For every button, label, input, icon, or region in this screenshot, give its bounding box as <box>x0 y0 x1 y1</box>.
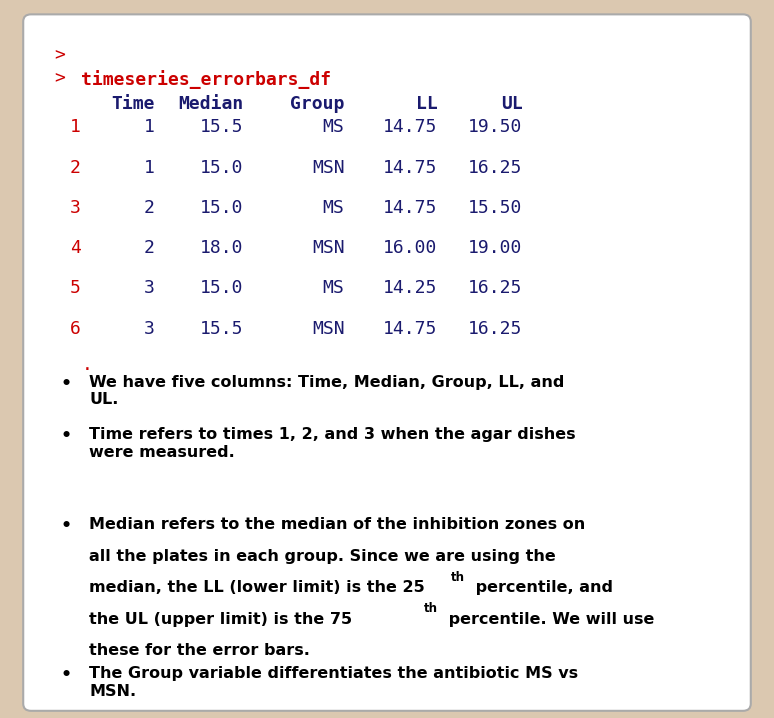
Text: 1: 1 <box>144 118 155 136</box>
Text: 15.0: 15.0 <box>200 199 244 217</box>
Text: 14.75: 14.75 <box>383 159 437 177</box>
Text: 1: 1 <box>144 159 155 177</box>
Text: 5: 5 <box>70 279 80 297</box>
Text: >: > <box>54 70 65 88</box>
Text: 3: 3 <box>144 279 155 297</box>
Text: timeseries_errorbars_df: timeseries_errorbars_df <box>81 70 331 88</box>
Text: th: th <box>451 571 465 584</box>
Text: 15.5: 15.5 <box>200 320 244 337</box>
Text: 3: 3 <box>144 320 155 337</box>
Text: MSN: MSN <box>312 239 344 257</box>
Text: MSN: MSN <box>312 320 344 337</box>
Text: The Group variable differentiates the antibiotic MS vs
MSN.: The Group variable differentiates the an… <box>89 666 578 699</box>
Text: •: • <box>60 517 71 535</box>
Text: these for the error bars.: these for the error bars. <box>89 643 310 658</box>
Text: •: • <box>60 375 71 393</box>
Text: Time: Time <box>111 95 155 113</box>
Text: 14.75: 14.75 <box>383 320 437 337</box>
Text: 19.00: 19.00 <box>468 239 522 257</box>
Text: MS: MS <box>323 199 344 217</box>
Text: the UL (upper limit) is the 75: the UL (upper limit) is the 75 <box>89 612 352 627</box>
Text: 19.50: 19.50 <box>468 118 522 136</box>
Text: 16.25: 16.25 <box>468 279 522 297</box>
Text: UL: UL <box>501 95 522 113</box>
Text: MS: MS <box>323 279 344 297</box>
Text: Time refers to times 1, 2, and 3 when the agar dishes
were measured.: Time refers to times 1, 2, and 3 when th… <box>89 427 576 460</box>
Text: 2: 2 <box>144 199 155 217</box>
Text: >: > <box>54 47 65 65</box>
Text: Median: Median <box>179 95 244 113</box>
Text: MSN: MSN <box>312 159 344 177</box>
Text: 14.75: 14.75 <box>383 118 437 136</box>
Text: •: • <box>60 427 71 445</box>
Text: 15.50: 15.50 <box>468 199 522 217</box>
Text: all the plates in each group. Since we are using the: all the plates in each group. Since we a… <box>89 549 556 564</box>
Text: 4: 4 <box>70 239 80 257</box>
Text: 6: 6 <box>70 320 80 337</box>
Text: 15.0: 15.0 <box>200 279 244 297</box>
Text: 16.25: 16.25 <box>468 159 522 177</box>
Text: Median refers to the median of the inhibition zones on: Median refers to the median of the inhib… <box>89 517 585 532</box>
Text: LL: LL <box>416 95 437 113</box>
Text: 2: 2 <box>144 239 155 257</box>
Text: Group: Group <box>290 95 344 113</box>
Text: 18.0: 18.0 <box>200 239 244 257</box>
Text: 3: 3 <box>70 199 80 217</box>
Text: 14.75: 14.75 <box>383 199 437 217</box>
Text: 2: 2 <box>70 159 80 177</box>
FancyBboxPatch shape <box>23 14 751 711</box>
Text: percentile. We will use: percentile. We will use <box>443 612 654 627</box>
Text: 15.5: 15.5 <box>200 118 244 136</box>
Text: median, the LL (lower limit) is the 25: median, the LL (lower limit) is the 25 <box>89 580 425 595</box>
Text: 14.25: 14.25 <box>383 279 437 297</box>
Text: MS: MS <box>323 118 344 136</box>
Text: 16.25: 16.25 <box>468 320 522 337</box>
Text: 1: 1 <box>70 118 80 136</box>
Text: •: • <box>60 666 71 684</box>
Text: percentile, and: percentile, and <box>470 580 613 595</box>
Text: .: . <box>81 356 92 374</box>
Text: We have five columns: Time, Median, Group, LL, and
UL.: We have five columns: Time, Median, Grou… <box>89 375 564 407</box>
Text: th: th <box>424 602 438 615</box>
Text: 15.0: 15.0 <box>200 159 244 177</box>
Text: 16.00: 16.00 <box>383 239 437 257</box>
